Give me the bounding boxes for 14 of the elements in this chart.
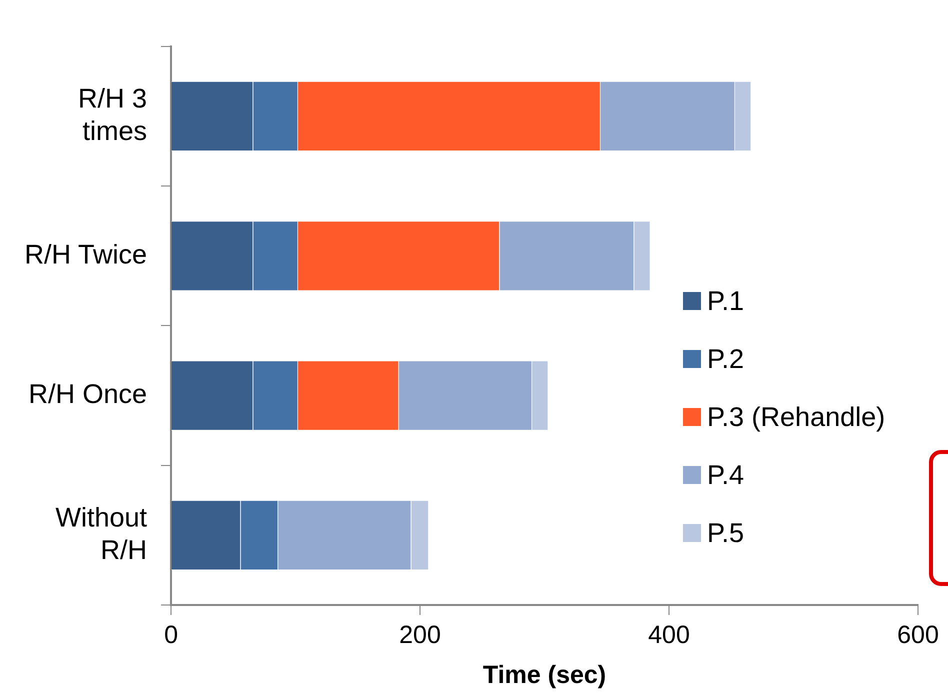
x-tick-label: 200 bbox=[399, 620, 441, 649]
legend-label: P.1 bbox=[707, 286, 744, 316]
legend-label: P.5 bbox=[707, 518, 744, 548]
legend-label: P.4 bbox=[707, 460, 744, 490]
legend-label: P.2 bbox=[707, 344, 744, 374]
y-tick-label: Without R/H bbox=[55, 502, 148, 565]
x-axis-title: Time (sec) bbox=[482, 660, 606, 689]
y-tick-label: R/H Twice bbox=[24, 239, 148, 270]
y-tick-label: R/H Once bbox=[28, 378, 148, 409]
x-tick-label: 400 bbox=[648, 620, 690, 649]
y-tick-label: R/H 3 times bbox=[78, 83, 148, 146]
legend-label: P.3 (Rehandle) bbox=[707, 402, 886, 432]
x-tick-label: 600 bbox=[897, 620, 939, 649]
x-tick-label: 0 bbox=[164, 620, 178, 649]
